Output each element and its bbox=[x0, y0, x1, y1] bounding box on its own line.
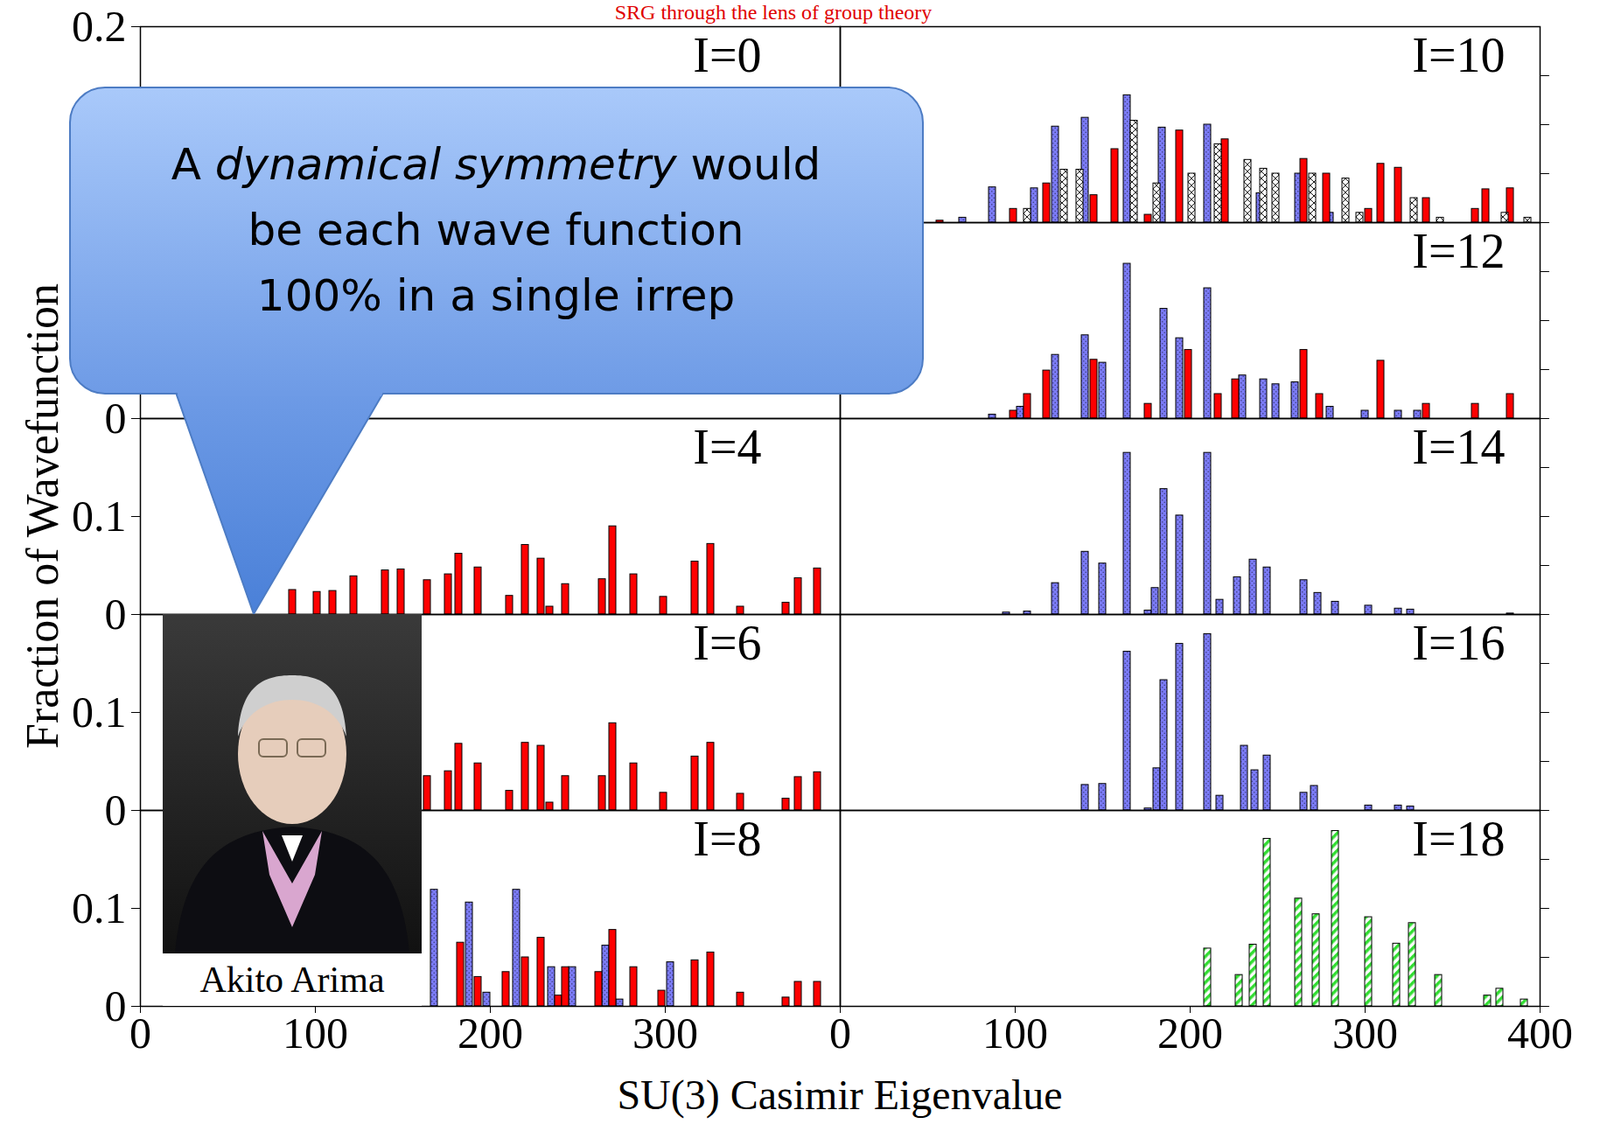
svg-text:0.2: 0.2 bbox=[71, 1, 127, 51]
svg-text:I=16: I=16 bbox=[1411, 615, 1505, 671]
svg-text:Akito Arima: Akito Arima bbox=[199, 959, 385, 1000]
svg-text:I=18: I=18 bbox=[1411, 811, 1505, 867]
svg-text:A dynamical symmetry would: A dynamical symmetry would bbox=[171, 139, 822, 190]
svg-text:300: 300 bbox=[632, 1008, 699, 1058]
svg-text:0: 0 bbox=[104, 589, 127, 639]
svg-text:400: 400 bbox=[1507, 1008, 1573, 1058]
svg-text:0.1: 0.1 bbox=[71, 687, 127, 737]
svg-text:I=0: I=0 bbox=[692, 27, 762, 83]
svg-text:I=8: I=8 bbox=[692, 811, 762, 867]
svg-text:SU(3) Casimir Eigenvalue: SU(3) Casimir Eigenvalue bbox=[616, 1071, 1063, 1119]
svg-text:I=12: I=12 bbox=[1411, 223, 1505, 279]
svg-text:I=6: I=6 bbox=[692, 615, 762, 671]
svg-text:I=14: I=14 bbox=[1411, 419, 1505, 475]
svg-text:0: 0 bbox=[104, 785, 127, 835]
svg-text:300: 300 bbox=[1332, 1008, 1398, 1058]
svg-text:0: 0 bbox=[104, 981, 127, 1031]
svg-text:SRG through the lens of group: SRG through the lens of group theory bbox=[614, 0, 933, 24]
svg-text:I=4: I=4 bbox=[692, 419, 762, 475]
svg-text:100: 100 bbox=[982, 1008, 1049, 1058]
svg-text:0: 0 bbox=[104, 393, 127, 443]
svg-text:0: 0 bbox=[829, 1008, 852, 1058]
svg-text:Fraction of Wavefunction: Fraction of Wavefunction bbox=[17, 283, 68, 749]
svg-text:0.1: 0.1 bbox=[71, 491, 127, 541]
svg-text:100% in a single irrep: 100% in a single irrep bbox=[257, 270, 735, 322]
svg-text:0: 0 bbox=[129, 1008, 152, 1058]
svg-text:200: 200 bbox=[457, 1008, 524, 1058]
svg-text:100: 100 bbox=[282, 1008, 349, 1058]
svg-text:be each wave function: be each wave function bbox=[248, 204, 745, 256]
svg-text:0.1: 0.1 bbox=[71, 883, 127, 933]
svg-text:I=10: I=10 bbox=[1411, 27, 1505, 83]
svg-text:200: 200 bbox=[1157, 1008, 1223, 1058]
